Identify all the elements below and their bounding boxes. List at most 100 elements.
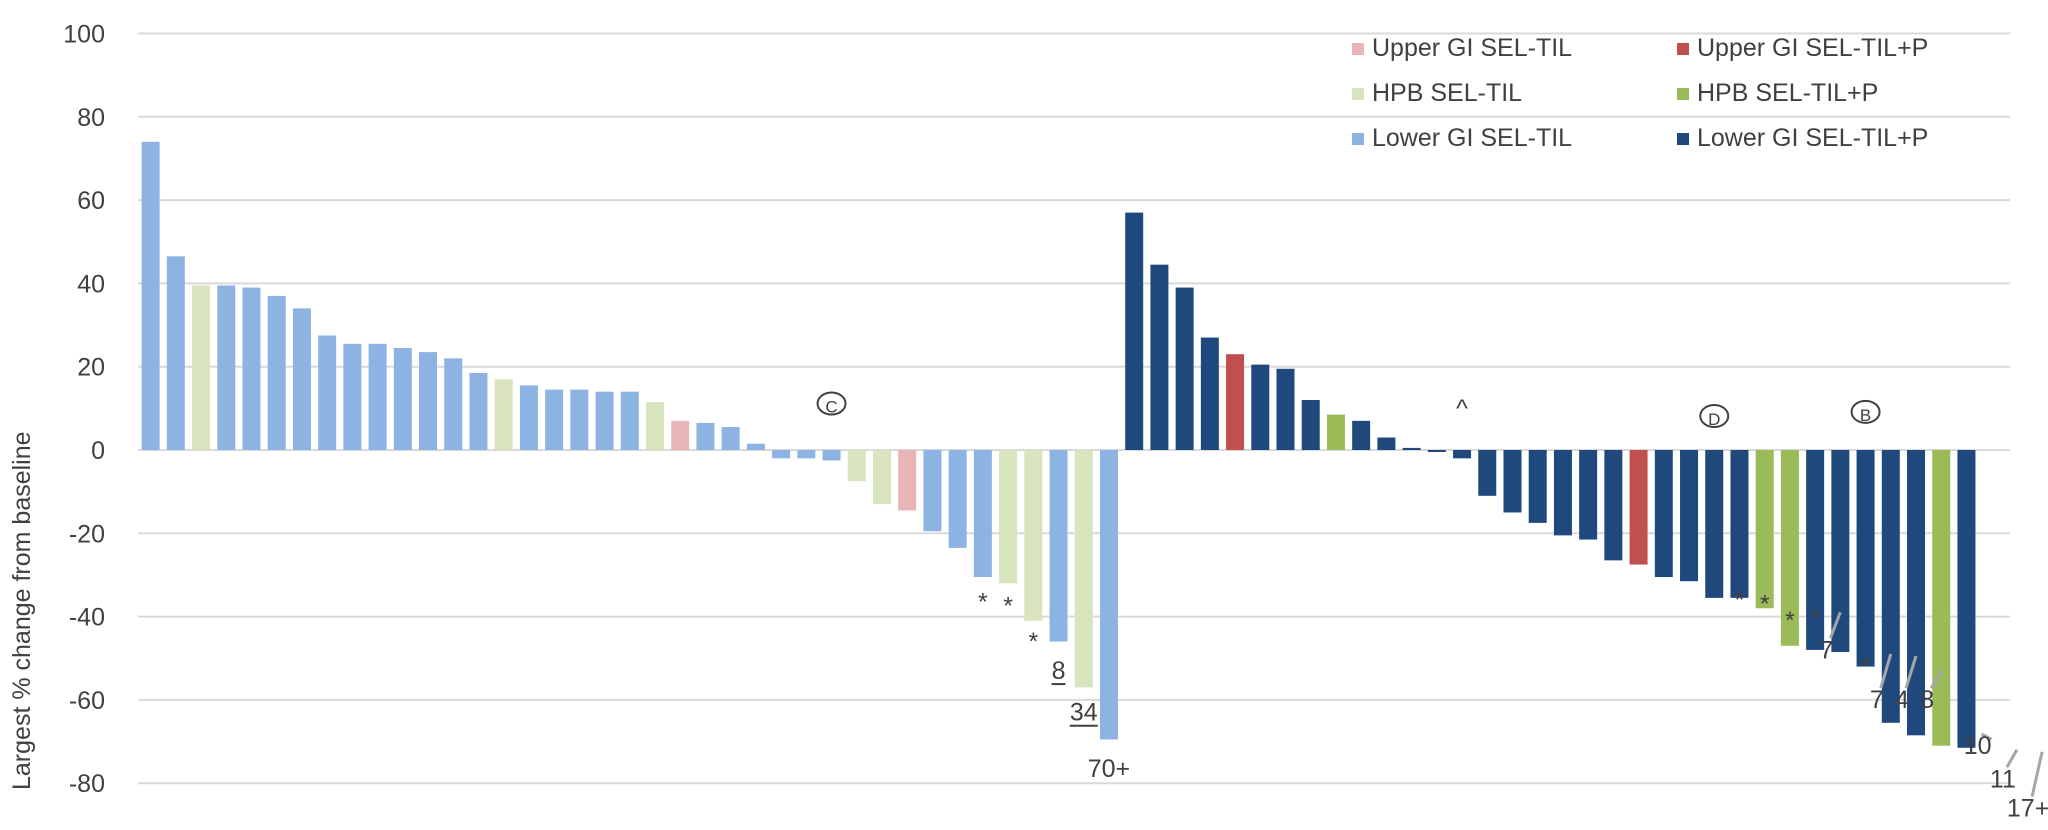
annotation-label: * (1028, 628, 1038, 656)
bar (368, 343, 387, 450)
bar (393, 347, 412, 450)
y-tick-label: 40 (77, 270, 105, 298)
bar (1352, 420, 1371, 450)
y-tick-label: 20 (77, 354, 105, 382)
bar (1730, 450, 1749, 598)
bar (1226, 354, 1245, 450)
bar (1831, 450, 1850, 653)
bar (192, 285, 211, 450)
bar (797, 450, 816, 459)
legend-swatch (1352, 132, 1364, 145)
bar (292, 308, 311, 450)
bar (696, 422, 715, 450)
annotation-label: * (1785, 607, 1795, 635)
bar (1780, 450, 1799, 646)
bar (999, 450, 1018, 584)
bar (595, 391, 614, 450)
legend-label: Lower GI SEL-TIL (1372, 124, 1573, 152)
y-axis-label: Largest % change from baseline (8, 431, 36, 790)
annotation-label: * (1760, 590, 1770, 618)
bar (1957, 450, 1976, 748)
bar (267, 295, 286, 450)
bar (872, 450, 891, 505)
legend-swatch (1677, 42, 1689, 55)
legend-swatch (1352, 42, 1364, 55)
bar (1856, 450, 1875, 667)
legend-item-upper-gi-p: Upper GI SEL-TIL+P (1677, 34, 1928, 63)
y-tick-label: 80 (77, 104, 105, 132)
bar (1478, 450, 1497, 496)
y-tick-label: -80 (69, 770, 105, 798)
bar (1680, 450, 1699, 582)
bar (1427, 450, 1446, 452)
annotation-label: 17+ (2007, 795, 2048, 823)
y-tick-label: -20 (69, 520, 105, 548)
bar (1579, 450, 1598, 540)
bar (1377, 437, 1396, 450)
bar (217, 285, 236, 450)
bar (1251, 364, 1270, 450)
bar (1175, 287, 1194, 450)
bar (1200, 337, 1219, 450)
bar (318, 335, 337, 450)
bar (646, 402, 665, 450)
bar (1629, 450, 1648, 565)
leader-line (2030, 751, 2044, 797)
bar (1276, 368, 1295, 450)
annotation-label: * (1003, 593, 1013, 621)
leader-line (1879, 653, 1893, 689)
bar (671, 420, 690, 450)
annotation-label: ^ (1456, 395, 1468, 423)
bar (242, 287, 261, 450)
annotation-label: 4 (1895, 686, 1909, 714)
bar (545, 389, 564, 450)
bar (1755, 450, 1774, 609)
leader-line (2005, 748, 2019, 769)
y-tick-label: 60 (77, 187, 105, 215)
bar (570, 389, 589, 450)
bar (1024, 450, 1043, 621)
bar (1881, 450, 1900, 723)
bar (923, 450, 942, 532)
annotation-label: 70+ (1088, 755, 1130, 783)
annotation-label: * (1861, 653, 1871, 681)
bar (898, 450, 917, 511)
legend-swatch (1677, 132, 1689, 145)
annotation-marker (816, 391, 847, 416)
annotation-label: 11 (1990, 765, 2016, 793)
legend-item-hpb: HPB SEL-TIL (1352, 79, 1522, 108)
bar (419, 352, 438, 450)
bar (847, 450, 866, 482)
bar (1806, 450, 1825, 650)
legend-label: HPB SEL-TIL+P (1697, 79, 1879, 107)
y-tick-label: -60 (69, 687, 105, 715)
leader-line (1904, 655, 1918, 689)
bar (1503, 450, 1522, 513)
annotation-label: 7 (1870, 686, 1884, 714)
annotation-label: 7 (1819, 636, 1833, 664)
bar (494, 379, 513, 450)
bar (166, 256, 185, 450)
legend-swatch (1352, 87, 1364, 100)
annotation-label: * (1810, 605, 1820, 633)
legend: Upper GI SEL-TIL Upper GI SEL-TIL+P HPB … (1352, 34, 2012, 174)
annotation-label: 8 (1920, 686, 1934, 714)
bar (1932, 450, 1951, 746)
annotation-label: C (825, 398, 837, 417)
bar (973, 450, 992, 578)
bar (1049, 450, 1068, 642)
legend-label: Upper GI SEL-TIL+P (1697, 34, 1929, 62)
bar (1453, 450, 1472, 459)
legend-label: Upper GI SEL-TIL (1372, 34, 1573, 62)
bar (469, 372, 488, 450)
legend-label: Lower GI SEL-TIL+P (1697, 124, 1929, 152)
bar (141, 141, 160, 451)
bar (1654, 450, 1673, 578)
bar (1150, 264, 1169, 450)
annotation-label: * (1735, 586, 1745, 614)
bar (519, 385, 538, 450)
bar (343, 343, 362, 450)
annotation-label: D (1708, 410, 1720, 429)
